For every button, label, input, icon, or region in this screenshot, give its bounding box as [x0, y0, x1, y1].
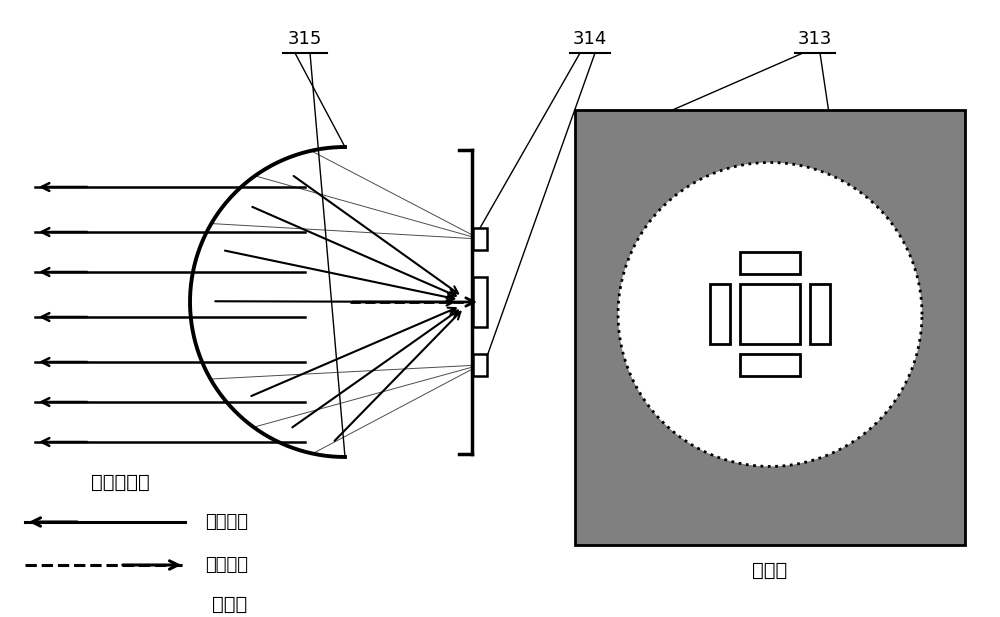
- Bar: [810, 284, 830, 344]
- Bar: [473, 277, 487, 327]
- Bar: [740, 284, 800, 344]
- Text: 315: 315: [288, 30, 322, 48]
- Bar: [575, 110, 965, 545]
- Text: 313: 313: [798, 30, 832, 48]
- Circle shape: [618, 162, 922, 466]
- Bar: [473, 228, 487, 250]
- Text: 入射光线: 入射光线: [205, 513, 248, 531]
- Text: 侧视图: 侧视图: [212, 595, 248, 613]
- Text: 反射光线: 反射光线: [205, 556, 248, 574]
- Text: 顶视图: 顶视图: [752, 560, 788, 579]
- Bar: [740, 252, 800, 275]
- Bar: [740, 354, 800, 376]
- Bar: [710, 284, 730, 344]
- Bar: [473, 354, 487, 376]
- Text: 314: 314: [573, 30, 607, 48]
- Text: 近似平行光: 近似平行光: [91, 473, 149, 492]
